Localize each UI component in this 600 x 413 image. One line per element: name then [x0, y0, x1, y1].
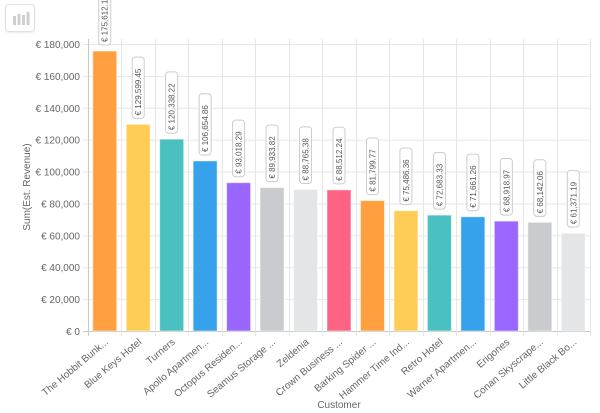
data-label-box: € 88,512.24: [332, 126, 346, 185]
y-tick-label: € 100,000: [36, 168, 81, 179]
bar: [192, 160, 218, 332]
data-label-bg: [466, 153, 480, 212]
data-label: € 72,683.33: [435, 163, 444, 206]
data-label-bg: [566, 170, 580, 228]
data-label-box: € 75,486.36: [399, 147, 413, 206]
data-label-box: € 93,018.29: [232, 119, 246, 178]
data-label: € 89,933.82: [268, 136, 277, 179]
bar: [159, 138, 185, 332]
bar: [527, 221, 553, 332]
data-label-bg: [165, 71, 179, 134]
x-tick-label: Blue Keys Hotel: [83, 337, 145, 391]
data-label-box: € 61,371.19: [566, 170, 580, 228]
data-label: € 120,338.22: [168, 83, 177, 130]
data-label: € 68,142.06: [536, 171, 545, 214]
data-label-box: € 89,933.82: [265, 124, 279, 183]
data-label-box: € 129,599.45: [131, 56, 145, 119]
data-label: € 71,661.26: [469, 165, 478, 208]
data-label: € 93,018.29: [235, 131, 244, 174]
data-label-bg: [399, 147, 413, 206]
data-label: € 175,612.19: [101, 0, 110, 42]
y-axis-title: Sum(Est. Revenue): [22, 143, 33, 230]
data-label-bg: [98, 0, 112, 46]
data-label-box: € 106,654.86: [198, 93, 212, 156]
x-tick-label: Little Black Bo...: [517, 337, 579, 392]
data-label-box: € 120,338.22: [165, 71, 179, 134]
data-label-bg: [299, 126, 313, 184]
y-tick-label: € 180,000: [36, 40, 81, 51]
data-label-bg: [499, 158, 513, 216]
data-label: € 88,765.38: [302, 138, 311, 181]
data-label-bg: [131, 56, 145, 119]
data-label-bg: [265, 124, 279, 183]
y-tick-label: € 80,000: [41, 199, 80, 210]
bar: [460, 216, 486, 332]
data-label: € 129,599.45: [134, 68, 143, 115]
x-axis-title: Customer: [317, 400, 361, 411]
data-label: € 61,371.19: [569, 181, 578, 224]
data-label-box: € 71,661.26: [466, 153, 480, 212]
bar: [426, 214, 452, 332]
data-label-box: € 68,918.97: [499, 158, 513, 216]
bar: [393, 210, 419, 332]
y-tick-label: € 160,000: [36, 72, 81, 83]
y-tick-label: € 40,000: [41, 263, 80, 274]
data-label-box: € 175,612.19: [98, 0, 112, 46]
data-label-box: € 72,683.33: [432, 152, 446, 210]
bar-chart-icon: [13, 12, 30, 25]
data-label: € 88,512.24: [335, 138, 344, 181]
data-label-bg: [232, 119, 246, 178]
chart-type-button[interactable]: [5, 4, 35, 32]
bar: [359, 200, 385, 332]
data-label-bg: [332, 126, 346, 185]
bar: [326, 189, 352, 332]
data-label: € 106,654.86: [201, 105, 210, 152]
y-tick-label: € 140,000: [36, 104, 81, 115]
data-label-bg: [365, 137, 379, 196]
data-label-bg: [533, 159, 547, 217]
data-label-box: € 81,799.77: [365, 137, 379, 196]
data-label: € 75,486.36: [402, 159, 411, 202]
y-tick-label: € 60,000: [41, 231, 80, 242]
bar: [125, 123, 151, 332]
data-label: € 81,799.77: [368, 149, 377, 192]
data-label-bg: [432, 152, 446, 210]
data-label-bg: [198, 93, 212, 156]
bar: [493, 220, 519, 332]
bar: [92, 50, 118, 332]
y-tick-label: € 120,000: [36, 136, 81, 147]
bar: [226, 182, 252, 332]
data-label: € 68,918.97: [502, 169, 511, 212]
bar: [560, 232, 586, 332]
y-tick-label: € 0: [66, 327, 80, 338]
bar: [293, 188, 319, 332]
data-label-box: € 68,142.06: [533, 159, 547, 217]
y-tick-label: € 20,000: [41, 295, 80, 306]
bar: [259, 187, 285, 332]
data-label-box: € 88,765.38: [299, 126, 313, 184]
